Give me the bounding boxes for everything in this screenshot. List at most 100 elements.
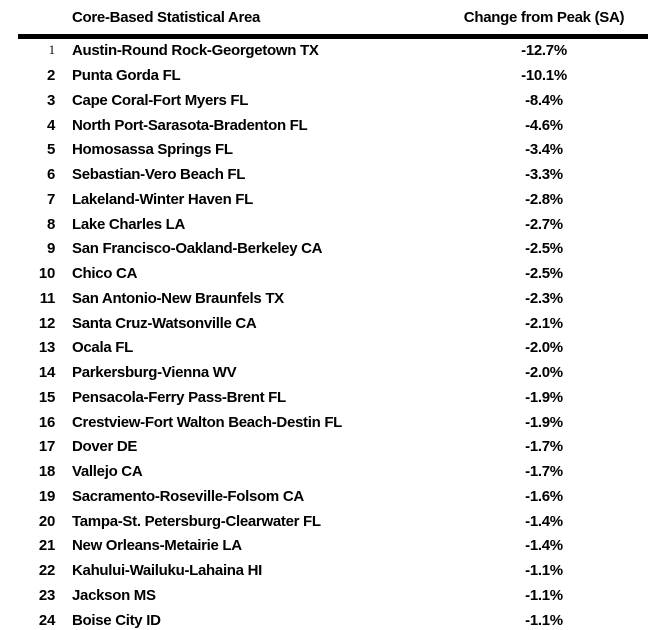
rank-cell: 12	[38, 314, 55, 332]
change-value-cell: -2.0%	[525, 339, 563, 357]
change-value-cell: -1.6%	[525, 487, 563, 505]
change-value-cell: -1.1%	[525, 586, 563, 604]
change-value-cell: -1.9%	[525, 388, 563, 406]
change-value-cell: -1.4%	[525, 512, 563, 530]
table-row: 17 Dover DE -1.7%	[0, 435, 664, 460]
area-name-cell: Vallejo CA	[72, 463, 143, 481]
area-name-cell: Parkersburg-Vienna WV	[72, 364, 237, 382]
table-row: 6 Sebastian-Vero Beach FL -3.3%	[0, 162, 664, 187]
rank-cell: 8	[46, 215, 55, 233]
change-value-cell: -8.4%	[525, 91, 563, 109]
table-row: 4 North Port-Sarasota-Bradenton FL -4.6%	[0, 113, 664, 138]
area-name-cell: New Orleans-Metairie LA	[72, 537, 242, 555]
rank-cell: 21	[38, 537, 55, 555]
change-value-cell: -2.5%	[525, 265, 563, 283]
change-value-cell: -2.7%	[525, 215, 563, 233]
area-name-cell: North Port-Sarasota-Bradenton FL	[72, 116, 308, 134]
change-value-cell: -3.4%	[525, 141, 563, 159]
change-value-cell: -10.1%	[521, 67, 567, 85]
change-value-cell: -12.7%	[521, 42, 567, 60]
change-value-cell: -4.6%	[525, 116, 563, 134]
change-value-cell: -3.3%	[525, 166, 563, 184]
area-name-cell: Sacramento-Roseville-Folsom CA	[72, 487, 304, 505]
rank-cell: 2	[46, 67, 55, 85]
table-row: 16 Crestview-Fort Walton Beach-Destin FL -…	[0, 410, 664, 435]
change-column-header: Change from Peak (SA)	[463, 8, 625, 26]
change-value-cell: -1.7%	[525, 463, 563, 481]
table-row: 8 Lake Charles LA -2.7%	[0, 212, 664, 237]
table-row: 22 Kahului-Wailuku-Lahaina HI -1.1%	[0, 558, 664, 583]
area-name-cell: Ocala FL	[72, 339, 133, 357]
table-row: 13 Ocala FL -2.0%	[0, 336, 664, 361]
table-row: 11 San Antonio-New Braunfels TX -2.3%	[0, 286, 664, 311]
area-name-cell: Santa Cruz-Watsonville CA	[72, 314, 257, 332]
change-value-cell: -1.7%	[525, 438, 563, 456]
rank-cell: 1	[48, 43, 55, 58]
table-row: 10 Chico CA -2.5%	[0, 261, 664, 286]
area-name-cell: Pensacola-Ferry Pass-Brent FL	[72, 388, 286, 406]
rank-cell: 23	[38, 586, 55, 604]
header-divider-rule	[18, 34, 648, 39]
area-name-cell: Boise City ID	[72, 611, 161, 629]
change-value-cell: -1.4%	[525, 537, 563, 555]
area-column-header: Core-Based Statistical Area	[72, 8, 261, 26]
area-name-cell: Austin-Round Rock-Georgetown TX	[72, 42, 319, 60]
rank-cell: 15	[38, 388, 55, 406]
area-name-cell: Lakeland-Winter Haven FL	[72, 190, 254, 208]
table-row: 1 Austin-Round Rock-Georgetown TX -12.7%	[0, 39, 664, 64]
rank-cell: 7	[46, 190, 55, 208]
table-row: 19 Sacramento-Roseville-Folsom CA -1.6%	[0, 484, 664, 509]
area-name-cell: San Francisco-Oakland-Berkeley CA	[72, 240, 323, 258]
rank-cell: 19	[38, 487, 55, 505]
table-row: 14 Parkersburg-Vienna WV -2.0%	[0, 360, 664, 385]
change-value-cell: -2.8%	[525, 190, 563, 208]
change-value-cell: -2.0%	[525, 364, 563, 382]
area-name-cell: Crestview-Fort Walton Beach-Destin FL	[72, 413, 343, 431]
rank-cell: 11	[39, 289, 56, 307]
area-name-cell: Jackson MS	[72, 586, 156, 604]
area-name-cell: Tampa-St. Petersburg-Clearwater FL	[72, 512, 321, 530]
rank-cell: 5	[46, 141, 55, 159]
rank-cell: 13	[38, 339, 55, 357]
area-name-cell: Dover DE	[72, 438, 138, 456]
rank-cell: 16	[38, 413, 55, 431]
table-row: 3 Cape Coral-Fort Myers FL -8.4%	[0, 88, 664, 113]
table-body: 1 Austin-Round Rock-Georgetown TX -12.7% 2 P…	[0, 39, 664, 630]
rank-cell: 18	[38, 463, 55, 481]
table-row: 23 Jackson MS -1.1%	[0, 583, 664, 608]
change-value-cell: -1.1%	[525, 611, 563, 629]
table-row: 9 San Francisco-Oakland-Berkeley CA -2.5%	[0, 237, 664, 262]
change-value-cell: -2.3%	[525, 289, 563, 307]
table-header-row: Core-Based Statistical Area Change from …	[0, 0, 664, 34]
change-value-cell: -2.5%	[525, 240, 563, 258]
area-name-cell: Sebastian-Vero Beach FL	[72, 166, 246, 184]
rank-cell: 14	[38, 364, 55, 382]
area-name-cell: Lake Charles LA	[72, 215, 186, 233]
area-name-cell: Cape Coral-Fort Myers FL	[72, 91, 249, 109]
rank-cell: 20	[38, 512, 55, 530]
table-row: 2 Punta Gorda FL -10.1%	[0, 63, 664, 88]
area-name-cell: Homosassa Springs FL	[72, 141, 233, 159]
area-name-cell: Punta Gorda FL	[72, 67, 181, 85]
rank-cell: 17	[38, 438, 55, 456]
change-value-cell: -1.1%	[525, 562, 563, 580]
rank-cell: 3	[46, 91, 55, 109]
table-row: 24 Boise City ID -1.1%	[0, 608, 664, 630]
table-row: 20 Tampa-St. Petersburg-Clearwater FL -1.4…	[0, 509, 664, 534]
area-name-cell: San Antonio-New Braunfels TX	[72, 289, 284, 307]
table-row: 15 Pensacola-Ferry Pass-Brent FL -1.9%	[0, 385, 664, 410]
table-row: 7 Lakeland-Winter Haven FL -2.8%	[0, 187, 664, 212]
rank-cell: 22	[38, 562, 55, 580]
rank-cell: 6	[46, 166, 55, 184]
rank-cell: 9	[46, 240, 55, 258]
table-row: 12 Santa Cruz-Watsonville CA -2.1%	[0, 311, 664, 336]
table-row: 5 Homosassa Springs FL -3.4%	[0, 138, 664, 163]
rank-cell: 4	[46, 116, 55, 134]
area-name-cell: Chico CA	[72, 265, 138, 283]
rank-cell: 10	[38, 265, 55, 283]
table-row: 18 Vallejo CA -1.7%	[0, 459, 664, 484]
rank-cell: 24	[38, 611, 55, 629]
change-value-cell: -2.1%	[525, 314, 563, 332]
change-value-cell: -1.9%	[525, 413, 563, 431]
